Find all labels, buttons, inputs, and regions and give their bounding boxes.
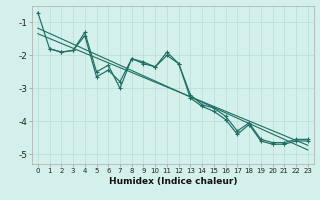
X-axis label: Humidex (Indice chaleur): Humidex (Indice chaleur)	[108, 177, 237, 186]
